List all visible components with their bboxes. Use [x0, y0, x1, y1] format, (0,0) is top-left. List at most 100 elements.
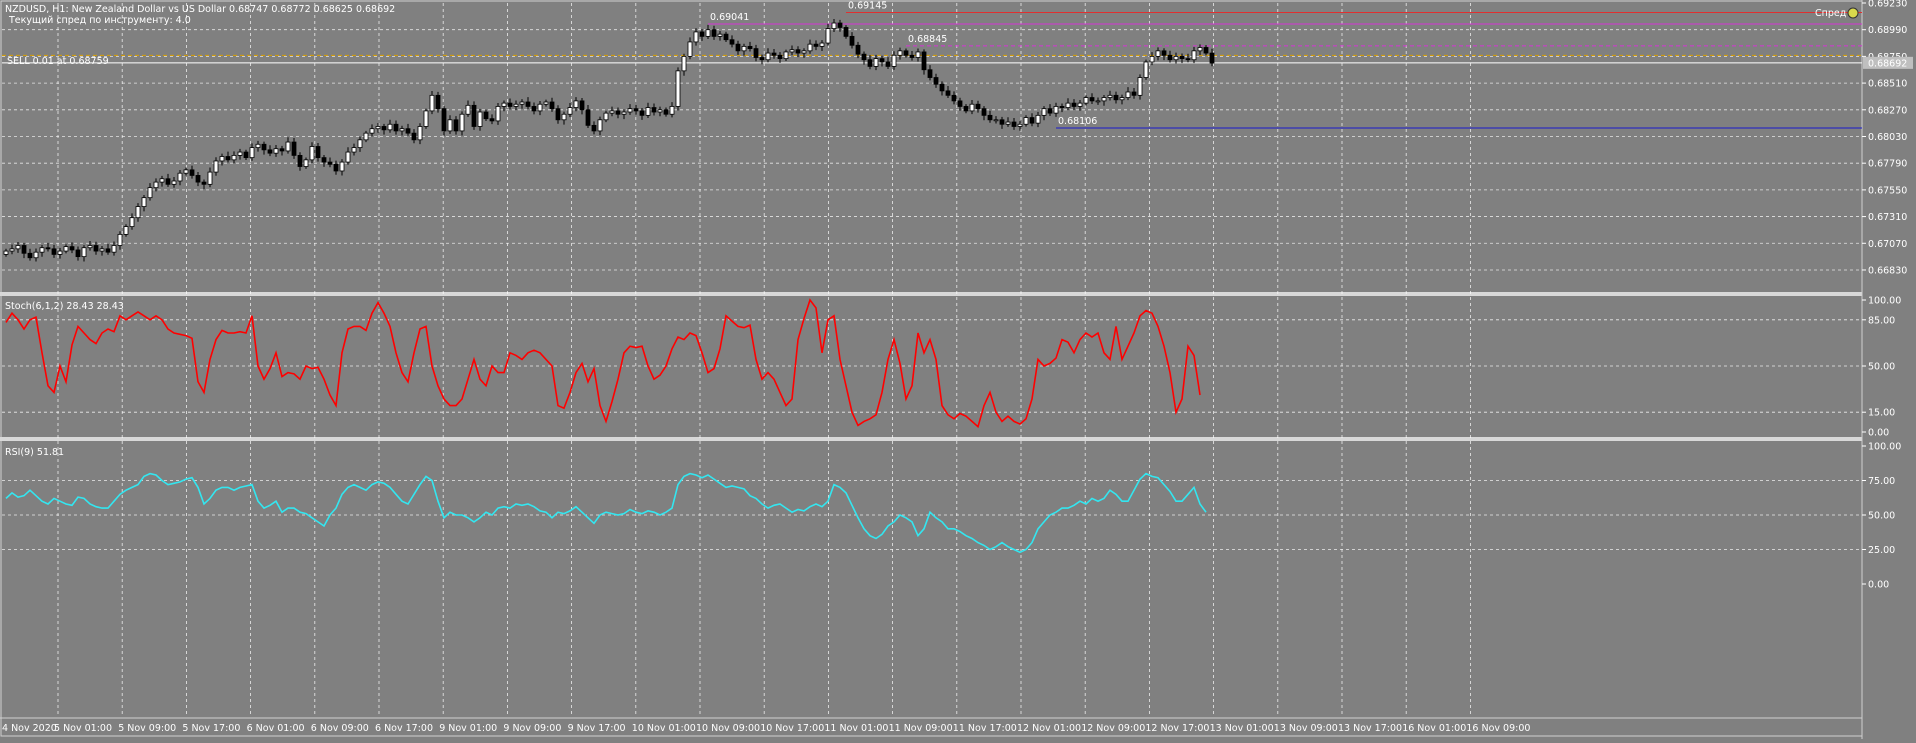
spread-indicator-icon[interactable] [1847, 7, 1859, 19]
bull-candle [543, 101, 549, 105]
bull-candle [873, 58, 879, 67]
time-tick-label: 6 Nov 09:00 [311, 723, 369, 734]
bear-candle [723, 33, 729, 41]
bull-candle [339, 161, 345, 172]
bull-candle [537, 103, 543, 112]
bear-candle [327, 161, 333, 165]
time-tick-label: 5 Nov 01:00 [54, 723, 112, 734]
bear-candle [861, 53, 867, 61]
bull-candle [1143, 61, 1149, 78]
bear-candle [885, 61, 891, 67]
bear-candle [837, 22, 843, 28]
bull-candle [447, 119, 453, 132]
bull-candle [135, 206, 141, 219]
rsi-panel[interactable]: RSI(9) 51.81 [5, 447, 1207, 554]
bear-candle [525, 101, 531, 107]
bull-candle [1197, 47, 1203, 52]
bear-candle [639, 110, 645, 116]
price-tick-label: 0.67070 [1868, 239, 1907, 250]
bear-candle [411, 132, 417, 141]
bear-candle [777, 54, 783, 60]
bull-candle [1191, 50, 1197, 61]
bear-candle [585, 109, 591, 126]
bear-candle [315, 146, 321, 159]
bear-candle [963, 106, 969, 112]
time-tick-label: 5 Nov 09:00 [118, 723, 176, 734]
bear-candle [699, 31, 705, 37]
bull-candle [567, 107, 573, 115]
bear-candle [663, 109, 669, 115]
bull-candle [123, 226, 129, 235]
panel-separator [0, 437, 1862, 441]
bear-candle [279, 148, 285, 152]
bear-candle [27, 252, 33, 259]
bull-candle [81, 247, 87, 258]
time-tick-label: 6 Nov 01:00 [247, 723, 305, 734]
bear-candle [909, 54, 915, 58]
bear-candle [51, 248, 57, 255]
bull-candle [141, 197, 147, 207]
price-annotation-label: 0.68845 [908, 34, 947, 45]
time-tick-label: 12 Nov 17:00 [1145, 723, 1209, 734]
bear-candle [531, 106, 537, 112]
bear-candle [753, 48, 759, 58]
price-tick-label: 0.68270 [1868, 105, 1907, 116]
bull-candle [477, 111, 483, 127]
stoch-tick-label: 100.00 [1868, 296, 1901, 307]
stoch-panel[interactable]: Stoch(6,1,2) 28.43 28.43 [5, 298, 1201, 429]
bull-candle [111, 245, 117, 253]
bull-candle [1005, 121, 1011, 125]
bull-candle [465, 104, 471, 115]
bull-candle [741, 45, 747, 52]
bear-candle [243, 151, 249, 159]
bear-candle [1059, 106, 1065, 108]
bear-candle [453, 119, 459, 132]
bull-candle [249, 147, 255, 159]
bear-candle [615, 110, 621, 115]
bull-candle [363, 132, 369, 141]
bear-candle [579, 100, 585, 111]
time-tick-label: 13 Nov 17:00 [1338, 723, 1402, 734]
bull-candle [375, 126, 381, 130]
price-tick-label: 0.67310 [1868, 212, 1907, 223]
bear-candle [921, 51, 927, 71]
bear-candle [1011, 121, 1017, 127]
bear-candle [849, 35, 855, 46]
bull-candle [147, 187, 153, 199]
bull-candle [807, 43, 813, 52]
bull-candle [597, 119, 603, 132]
price-panel[interactable]: 0.69041 0.69145 0.68845 0.68106 [2, 0, 1862, 262]
bull-candle [1155, 50, 1161, 57]
bull-candle [1083, 97, 1089, 104]
bull-candle [237, 151, 243, 156]
bear-candle [957, 100, 963, 107]
bull-candle [513, 103, 519, 107]
bull-candle [1125, 91, 1131, 98]
bull-candle [39, 247, 45, 253]
bear-candle [195, 175, 201, 183]
bear-candle [225, 156, 231, 161]
rsi-title: RSI(9) 51.81 [5, 447, 64, 458]
bear-candle [939, 83, 945, 92]
bear-candle [633, 108, 639, 112]
bear-candle [471, 104, 477, 127]
bull-candle [345, 151, 351, 163]
bear-candle [507, 102, 513, 107]
bull-candle [1035, 114, 1041, 124]
time-tick-label: 4 Nov 2020 [2, 723, 57, 734]
stoch-tick-label: 0.00 [1868, 428, 1889, 439]
bear-candle [1113, 94, 1119, 101]
bull-candle [219, 156, 225, 162]
bear-candle [333, 163, 339, 172]
time-tick-label: 6 Nov 17:00 [375, 723, 433, 734]
bull-candle [1173, 55, 1179, 61]
bull-candle [213, 160, 219, 173]
bull-candle [369, 128, 375, 134]
price-tick-label: 0.68030 [1868, 132, 1907, 143]
bull-candle [1023, 117, 1029, 125]
time-tick-label: 5 Nov 17:00 [182, 723, 240, 734]
bear-candle [651, 107, 657, 113]
